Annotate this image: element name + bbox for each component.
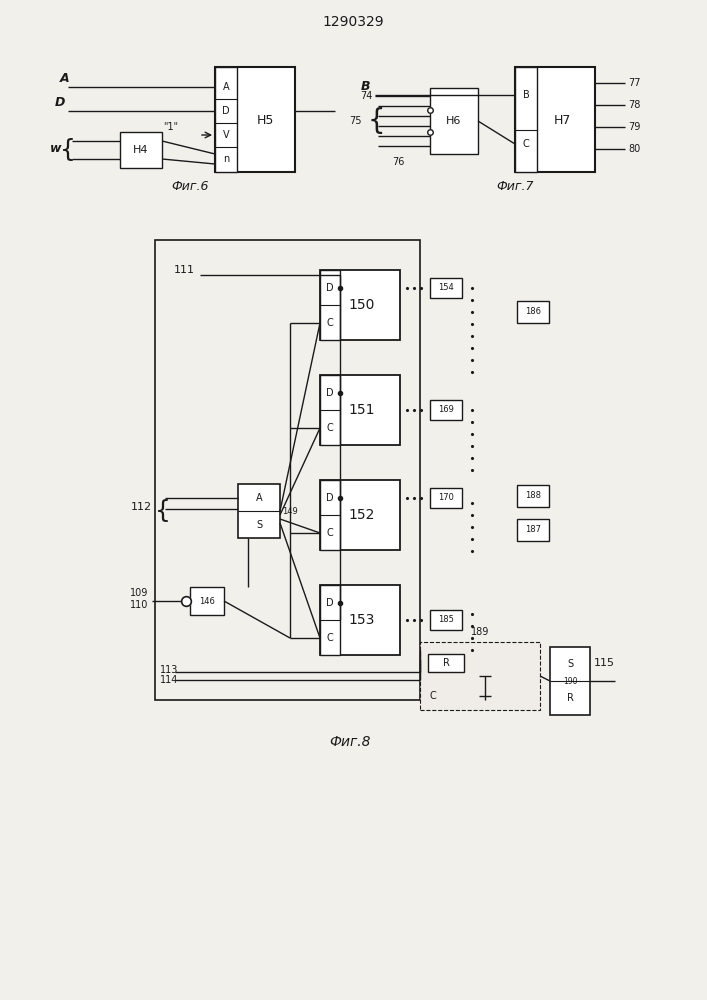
Text: 111: 111	[174, 265, 195, 275]
Text: D: D	[222, 106, 230, 116]
Text: 190: 190	[563, 676, 577, 686]
Text: 1290329: 1290329	[322, 15, 384, 29]
Text: A: A	[256, 493, 262, 503]
Text: C: C	[430, 691, 437, 701]
Bar	[517, 301, 549, 323]
Bar	[238, 484, 280, 538]
Text: C: C	[327, 528, 334, 538]
Text: 185: 185	[438, 615, 454, 624]
Text: 74: 74	[361, 91, 373, 101]
Text: w: w	[50, 141, 62, 154]
Text: Н4: Н4	[133, 145, 148, 155]
Text: Н5: Н5	[257, 113, 274, 126]
Bar	[517, 485, 549, 507]
Text: C: C	[327, 318, 334, 328]
Text: Н6: Н6	[446, 116, 462, 126]
Bar	[215, 67, 237, 172]
Text: D: D	[55, 96, 65, 108]
Text: D: D	[326, 388, 334, 398]
Text: 153: 153	[349, 613, 375, 627]
Text: 109: 109	[129, 588, 148, 598]
Text: 152: 152	[349, 508, 375, 522]
Text: 169: 169	[438, 406, 454, 414]
Bar	[430, 488, 462, 508]
Text: 112: 112	[131, 502, 152, 512]
Text: R: R	[443, 658, 450, 668]
Text: D: D	[326, 283, 334, 293]
Bar	[420, 642, 540, 710]
Bar	[320, 585, 340, 655]
Text: Н7: Н7	[554, 113, 571, 126]
Text: C: C	[327, 633, 334, 643]
Bar	[430, 278, 462, 298]
Bar	[320, 270, 400, 340]
Text: 146: 146	[199, 596, 215, 605]
Text: 150: 150	[349, 298, 375, 312]
Text: 78: 78	[628, 100, 641, 110]
Text: A: A	[60, 72, 69, 85]
Text: D: D	[326, 493, 334, 503]
Text: D: D	[326, 598, 334, 608]
Text: 151: 151	[349, 403, 375, 417]
Bar	[550, 647, 590, 715]
Bar	[190, 587, 224, 615]
Bar	[430, 88, 478, 154]
Text: n: n	[223, 154, 229, 164]
Text: "1": "1"	[163, 122, 178, 132]
Bar	[215, 67, 295, 172]
Bar	[515, 67, 537, 172]
Bar	[320, 480, 400, 550]
Bar	[515, 67, 595, 172]
Bar	[120, 132, 162, 168]
Text: Фиг.7: Фиг.7	[496, 180, 534, 192]
Text: V: V	[223, 130, 229, 140]
Text: {: {	[60, 138, 76, 162]
Text: 187: 187	[525, 526, 541, 534]
Text: 76: 76	[392, 157, 404, 167]
Text: 186: 186	[525, 308, 541, 316]
Text: C: C	[522, 139, 530, 149]
Text: 115: 115	[594, 658, 615, 668]
Text: 75: 75	[349, 116, 362, 126]
Text: S: S	[256, 520, 262, 530]
Text: 188: 188	[525, 491, 541, 500]
Text: B: B	[522, 90, 530, 100]
Text: 149: 149	[282, 506, 298, 516]
Text: C: C	[327, 423, 334, 433]
Text: A: A	[223, 82, 229, 92]
Bar	[428, 654, 464, 672]
Text: Фиг.6: Фиг.6	[171, 180, 209, 192]
Text: 170: 170	[438, 493, 454, 502]
Text: S: S	[567, 659, 573, 669]
Text: 114: 114	[160, 675, 178, 685]
Bar	[430, 610, 462, 630]
Text: 79: 79	[628, 122, 641, 132]
Text: 154: 154	[438, 284, 454, 292]
Bar	[320, 375, 400, 445]
Bar	[517, 519, 549, 541]
Text: 80: 80	[628, 144, 641, 154]
Text: {: {	[368, 107, 385, 135]
Bar	[320, 375, 340, 445]
Text: 110: 110	[129, 600, 148, 610]
Bar	[320, 270, 340, 340]
Text: B: B	[361, 80, 370, 93]
Text: 77: 77	[628, 78, 641, 88]
Text: Фиг.8: Фиг.8	[329, 735, 370, 749]
Bar	[430, 400, 462, 420]
Bar	[320, 585, 400, 655]
Text: 113: 113	[160, 665, 178, 675]
Bar	[155, 240, 420, 700]
Text: R: R	[566, 693, 573, 703]
Text: 189: 189	[471, 627, 489, 637]
Text: {: {	[155, 499, 171, 523]
Bar	[320, 480, 340, 550]
